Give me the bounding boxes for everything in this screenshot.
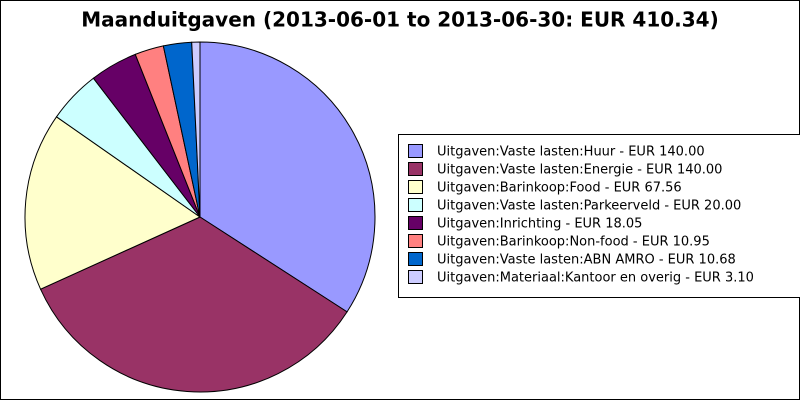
legend-label: Uitgaven:Materiaal:Kantoor en overig - E… [437, 271, 754, 286]
legend-swatch [408, 144, 423, 158]
legend-swatch [408, 180, 423, 194]
legend-label: Uitgaven:Barinkoop:Non-food - EUR 10.95 [437, 235, 710, 250]
legend-swatch [408, 234, 423, 248]
legend-label: Uitgaven:Vaste lasten:Parkeerveld - EUR … [437, 199, 741, 214]
legend-label: Uitgaven:Inrichting - EUR 18.05 [437, 217, 642, 232]
legend-label: Uitgaven:Vaste lasten:ABN AMRO - EUR 10.… [437, 253, 736, 268]
legend-swatch [408, 198, 423, 212]
legend-label: Uitgaven:Barinkoop:Food - EUR 67.56 [437, 181, 682, 196]
legend-box [398, 134, 800, 298]
legend-swatch [408, 270, 423, 284]
chart-title: Maanduitgaven (2013-06-01 to 2013-06-30:… [81, 8, 719, 32]
pie-slice [24, 116, 202, 290]
legend-label: Uitgaven:Vaste lasten:Huur - EUR 140.00 [437, 145, 705, 160]
legend-swatch [408, 252, 423, 266]
pie-slice [199, 41, 376, 313]
pie-slice [39, 216, 348, 393]
pie-slice [191, 41, 201, 218]
legend-swatch [408, 162, 423, 176]
legend-label: Uitgaven:Vaste lasten:Energie - EUR 140.… [437, 163, 722, 178]
legend-swatch [408, 216, 423, 230]
